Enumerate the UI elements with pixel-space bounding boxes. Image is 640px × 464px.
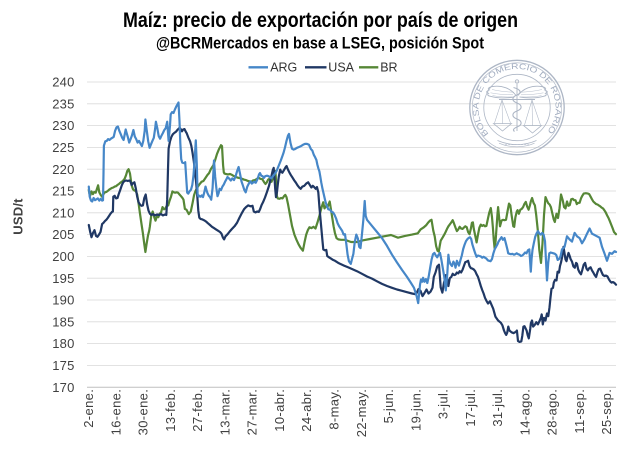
svg-text:31-jul.: 31-jul. — [490, 389, 505, 427]
svg-text:Maíz: precio de exportación po: Maíz: precio de exportación por país de … — [123, 8, 518, 32]
svg-text:30-ene.: 30-ene. — [136, 389, 151, 436]
svg-text:220: 220 — [52, 162, 74, 177]
svg-text:2-ene.: 2-ene. — [81, 389, 96, 428]
svg-text:235: 235 — [52, 96, 74, 111]
svg-text:185: 185 — [52, 314, 74, 329]
svg-text:USA: USA — [328, 61, 354, 75]
svg-text:28-ago.: 28-ago. — [545, 389, 560, 436]
svg-text:10-abr.: 10-abr. — [272, 389, 287, 432]
svg-text:13-mar.: 13-mar. — [217, 389, 232, 436]
svg-text:170: 170 — [52, 380, 74, 395]
svg-text:17-jul.: 17-jul. — [463, 389, 478, 427]
svg-text:22-may.: 22-may. — [354, 389, 369, 437]
svg-text:205: 205 — [52, 227, 74, 242]
svg-text:13-feb.: 13-feb. — [163, 389, 178, 432]
svg-text:27-feb.: 27-feb. — [190, 389, 205, 432]
svg-text:210: 210 — [52, 205, 74, 220]
svg-text:14-ago.: 14-ago. — [517, 389, 532, 436]
svg-text:@BCRMercados en base a LSEG, p: @BCRMercados en base a LSEG, posición Sp… — [156, 35, 484, 53]
svg-text:3-jul.: 3-jul. — [436, 389, 451, 419]
svg-text:16-ene.: 16-ene. — [108, 389, 123, 436]
svg-text:240: 240 — [52, 75, 74, 90]
svg-text:USD/t: USD/t — [10, 198, 25, 235]
svg-text:27-mar.: 27-mar. — [245, 389, 260, 436]
svg-text:230: 230 — [52, 118, 74, 133]
svg-text:25-sep.: 25-sep. — [599, 389, 614, 435]
svg-text:180: 180 — [52, 336, 74, 351]
svg-text:200: 200 — [52, 249, 74, 264]
svg-text:225: 225 — [52, 140, 74, 155]
svg-text:11-sep.: 11-sep. — [572, 389, 587, 434]
svg-text:190: 190 — [52, 293, 74, 308]
svg-text:8-may.: 8-may. — [327, 389, 342, 430]
svg-text:215: 215 — [52, 184, 74, 199]
svg-text:195: 195 — [52, 271, 74, 286]
svg-text:19-jun.: 19-jun. — [408, 389, 423, 431]
svg-text:175: 175 — [52, 358, 74, 373]
svg-text:BR: BR — [380, 61, 397, 75]
svg-text:24-abr.: 24-abr. — [299, 389, 314, 432]
svg-text:ARG: ARG — [270, 61, 297, 75]
svg-text:5-jun.: 5-jun. — [381, 389, 396, 424]
